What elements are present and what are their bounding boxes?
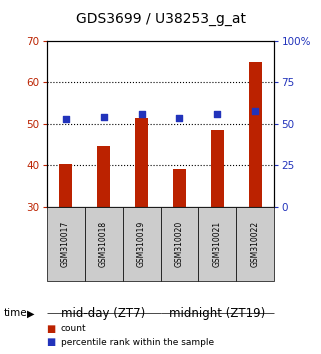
Bar	[211, 130, 224, 207]
Bar	[84, 207, 123, 281]
Point	[63, 116, 68, 122]
Text: ▶: ▶	[27, 308, 35, 318]
Text: GSM310018: GSM310018	[99, 221, 108, 267]
Bar	[173, 169, 186, 207]
Text: GDS3699 / U38253_g_at: GDS3699 / U38253_g_at	[75, 12, 246, 27]
Text: ■: ■	[47, 324, 56, 333]
Text: count: count	[61, 324, 87, 333]
Text: GSM310022: GSM310022	[251, 221, 260, 267]
Bar	[198, 207, 237, 281]
Text: midnight (ZT19): midnight (ZT19)	[169, 307, 265, 320]
Text: time: time	[3, 308, 27, 318]
Text: percentile rank within the sample: percentile rank within the sample	[61, 338, 214, 347]
Bar	[160, 207, 198, 281]
Bar	[237, 207, 274, 281]
Text: GSM310020: GSM310020	[175, 221, 184, 267]
Text: mid-day (ZT7): mid-day (ZT7)	[61, 307, 146, 320]
Point	[253, 108, 258, 113]
Bar	[47, 207, 84, 281]
Point	[215, 111, 220, 117]
Point	[139, 111, 144, 117]
Bar	[135, 118, 148, 207]
Point	[101, 114, 106, 120]
Bar	[249, 62, 262, 207]
Point	[177, 115, 182, 121]
Text: GSM310021: GSM310021	[213, 221, 222, 267]
Text: ■: ■	[47, 337, 56, 347]
Text: GSM310017: GSM310017	[61, 221, 70, 267]
Text: GSM310019: GSM310019	[137, 221, 146, 267]
Bar	[59, 164, 72, 207]
Bar	[123, 207, 160, 281]
Bar	[97, 145, 110, 207]
